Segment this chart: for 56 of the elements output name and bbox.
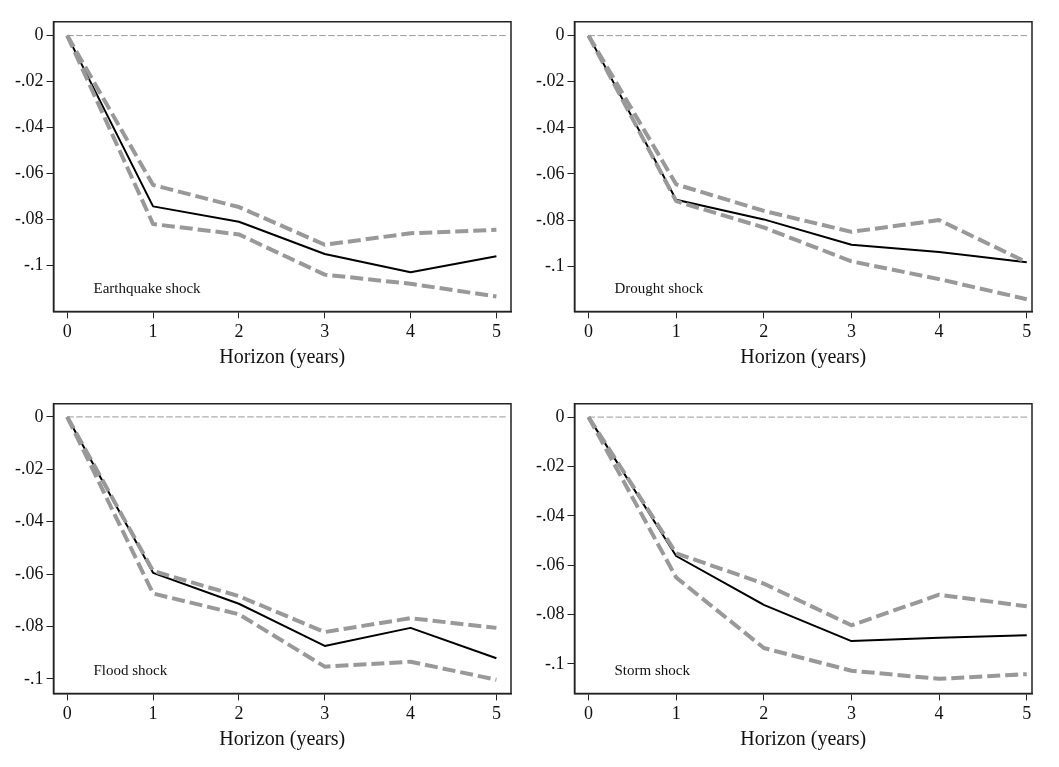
x-tick-label: 2 bbox=[759, 320, 769, 341]
x-tick-label: 1 bbox=[671, 702, 681, 723]
x-tick-label: 4 bbox=[406, 320, 416, 341]
annotation: Earthquake shock bbox=[93, 280, 202, 297]
y-tick-label: -.04 bbox=[535, 116, 565, 137]
y-tick-label: -.1 bbox=[23, 667, 44, 688]
x-tick-label: 2 bbox=[234, 702, 244, 723]
y-tick-label: -.06 bbox=[14, 562, 44, 583]
annotation: Storm shock bbox=[614, 662, 691, 679]
x-tick-label: 1 bbox=[671, 320, 681, 341]
y-tick-label: -.08 bbox=[14, 615, 44, 636]
y-tick-label: 0 bbox=[34, 405, 44, 426]
x-axis-title: Horizon (years) bbox=[219, 727, 346, 751]
y-tick-label: -.02 bbox=[535, 70, 565, 91]
x-tick-label: 0 bbox=[584, 702, 594, 723]
y-tick-label: -.02 bbox=[535, 455, 565, 476]
x-tick-label: 0 bbox=[584, 320, 594, 341]
x-tick-label: 0 bbox=[62, 702, 72, 723]
x-tick-label: 5 bbox=[491, 320, 501, 341]
x-tick-label: 4 bbox=[934, 702, 944, 723]
y-tick-label: -.02 bbox=[14, 70, 44, 91]
y-tick-label: -.02 bbox=[14, 458, 44, 479]
y-tick-label: -.04 bbox=[14, 510, 44, 531]
y-tick-label: -.08 bbox=[535, 603, 565, 624]
y-tick-label: -.1 bbox=[544, 254, 565, 275]
y-tick-label: -.08 bbox=[14, 208, 44, 229]
y-tick-label: -.04 bbox=[14, 116, 44, 137]
y-tick-label: -.06 bbox=[14, 162, 44, 183]
x-tick-label: 2 bbox=[759, 702, 769, 723]
x-tick-label: 3 bbox=[846, 702, 856, 723]
x-tick-label: 4 bbox=[406, 702, 416, 723]
x-tick-label: 1 bbox=[148, 702, 158, 723]
y-tick-label: -.08 bbox=[535, 208, 565, 229]
x-tick-label: 0 bbox=[62, 320, 72, 341]
x-axis-title: Horizon (years) bbox=[740, 727, 867, 751]
x-tick-label: 3 bbox=[320, 702, 330, 723]
x-tick-label: 5 bbox=[491, 702, 501, 723]
y-tick-label: 0 bbox=[555, 24, 565, 45]
x-axis-title: Horizon (years) bbox=[740, 345, 867, 369]
y-tick-label: -.1 bbox=[23, 254, 44, 275]
x-tick-label: 4 bbox=[934, 320, 944, 341]
x-tick-label: 3 bbox=[846, 320, 856, 341]
y-tick-label: 0 bbox=[555, 405, 565, 426]
y-tick-label: -.04 bbox=[535, 504, 565, 525]
y-tick-label: -.06 bbox=[535, 553, 565, 574]
annotation: Drought shock bbox=[614, 280, 704, 297]
y-tick-label: -.06 bbox=[535, 162, 565, 183]
y-tick-label: -.1 bbox=[544, 652, 565, 673]
annotation: Flood shock bbox=[93, 662, 168, 679]
x-axis-title: Horizon (years) bbox=[219, 345, 346, 369]
x-tick-label: 5 bbox=[1022, 702, 1032, 723]
y-tick-label: 0 bbox=[34, 24, 44, 45]
x-tick-label: 5 bbox=[1022, 320, 1032, 341]
x-tick-label: 3 bbox=[320, 320, 330, 341]
x-tick-label: 1 bbox=[148, 320, 158, 341]
x-tick-label: 2 bbox=[234, 320, 244, 341]
